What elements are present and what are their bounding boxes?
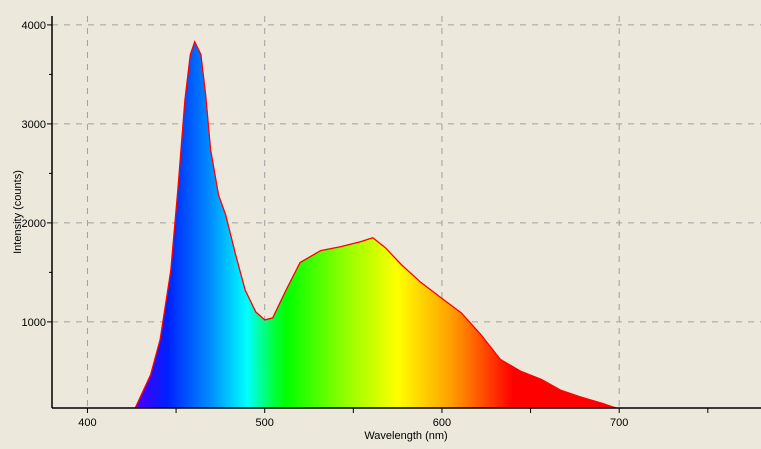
x-tick-label: 400 — [78, 417, 96, 429]
axes: 400 500 600 700 1000 2000 3000 4000 — [22, 16, 761, 429]
x-tick-label: 700 — [610, 417, 628, 429]
y-tick-label: 3000 — [22, 119, 46, 131]
y-tick-label: 2000 — [22, 218, 46, 230]
spectrum-line — [134, 39, 616, 409]
grid — [52, 16, 761, 408]
y-tick-label: 4000 — [22, 20, 46, 32]
x-axis-title: Wavelength (nm) — [364, 430, 447, 442]
x-tick-label: 500 — [256, 417, 274, 429]
spectrum-area — [135, 41, 616, 408]
y-axis-title: Intensity (counts) — [12, 170, 24, 254]
x-tick-label: 600 — [433, 417, 451, 429]
y-tick-label: 1000 — [22, 317, 46, 329]
